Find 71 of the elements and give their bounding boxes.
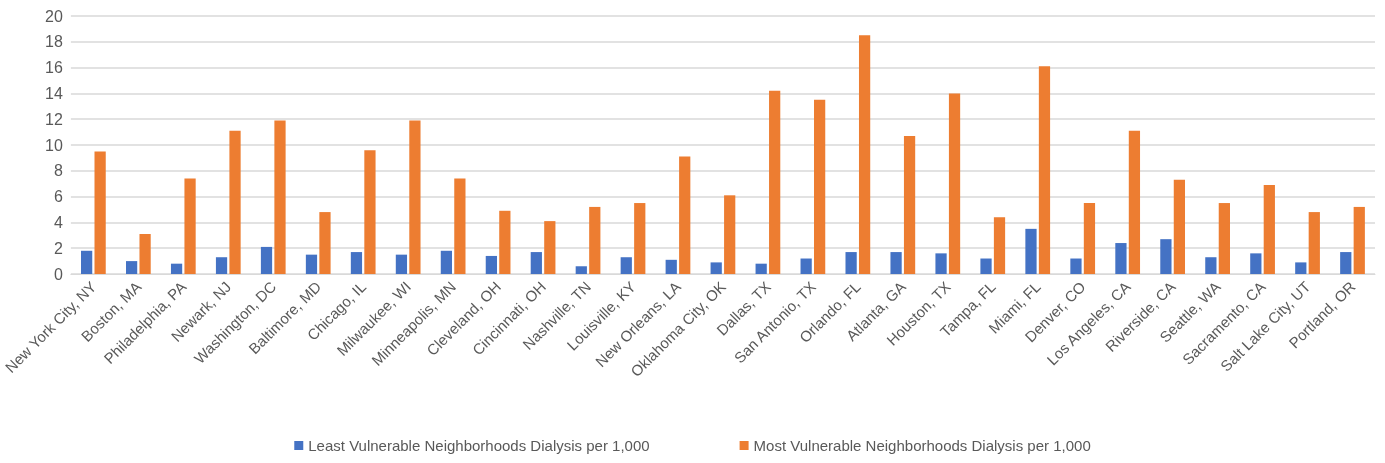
bar	[125, 261, 138, 274]
bar	[620, 257, 632, 274]
bar	[679, 156, 691, 274]
bar	[215, 257, 228, 274]
bar	[274, 120, 286, 274]
y-tick-label: 16	[45, 59, 63, 77]
bar	[575, 266, 587, 274]
bar	[993, 217, 1006, 274]
bar	[1340, 252, 1352, 274]
bar	[350, 252, 363, 274]
bar	[94, 151, 106, 274]
bar	[364, 150, 376, 274]
bar	[409, 120, 421, 274]
bar	[395, 254, 408, 274]
y-tick-label: 6	[53, 188, 63, 206]
bar	[724, 195, 736, 274]
bar	[890, 252, 902, 274]
bar	[634, 203, 646, 274]
y-tick-label: 2	[53, 239, 63, 257]
y-tick-label: 14	[45, 84, 63, 102]
bar	[1308, 212, 1320, 274]
bar	[1250, 253, 1262, 274]
bar	[1070, 258, 1082, 274]
bar	[260, 246, 273, 274]
bar	[454, 178, 466, 274]
bar	[589, 206, 601, 274]
bar	[1173, 179, 1186, 274]
bar	[1160, 239, 1172, 274]
bar	[1083, 203, 1096, 274]
bar	[665, 259, 677, 274]
y-tick-label: 10	[45, 136, 63, 154]
bar	[1128, 130, 1141, 274]
y-tick-label: 20	[45, 7, 63, 25]
bar	[1025, 228, 1037, 274]
bar	[81, 250, 93, 274]
bar	[305, 254, 318, 274]
bar	[1205, 257, 1217, 274]
y-tick-label: 12	[45, 110, 63, 128]
bar	[440, 250, 453, 274]
y-tick-label: 4	[53, 213, 63, 231]
bar	[499, 210, 511, 274]
bar	[184, 178, 196, 274]
y-tick-label: 8	[53, 162, 63, 180]
legend-label: Most Vulnerable Neighborhoods Dialysis per 1,000	[753, 437, 1091, 454]
legend-label: Least Vulnerable Neighborhoods Dialysis per 1,000	[308, 437, 650, 454]
bar	[1353, 206, 1365, 274]
bar	[845, 252, 857, 274]
bar	[530, 252, 542, 274]
bar	[814, 99, 826, 274]
bar	[139, 234, 151, 274]
bar	[319, 212, 331, 274]
bar	[229, 130, 241, 274]
bar	[1263, 184, 1275, 274]
bar	[980, 258, 992, 274]
bar	[948, 93, 961, 274]
y-tick-label: 18	[45, 33, 63, 51]
bar	[170, 263, 183, 274]
bar	[935, 253, 947, 274]
bar	[544, 221, 556, 274]
bar	[755, 263, 767, 274]
bar	[903, 135, 916, 274]
bar	[710, 262, 722, 274]
bar	[858, 35, 871, 274]
bar	[1295, 262, 1307, 274]
bar	[800, 258, 812, 274]
bar	[1115, 243, 1127, 274]
bar	[485, 255, 497, 274]
bar	[769, 90, 781, 274]
bar	[1218, 203, 1230, 274]
bar	[1038, 66, 1051, 274]
y-tick-label: 0	[53, 265, 63, 283]
